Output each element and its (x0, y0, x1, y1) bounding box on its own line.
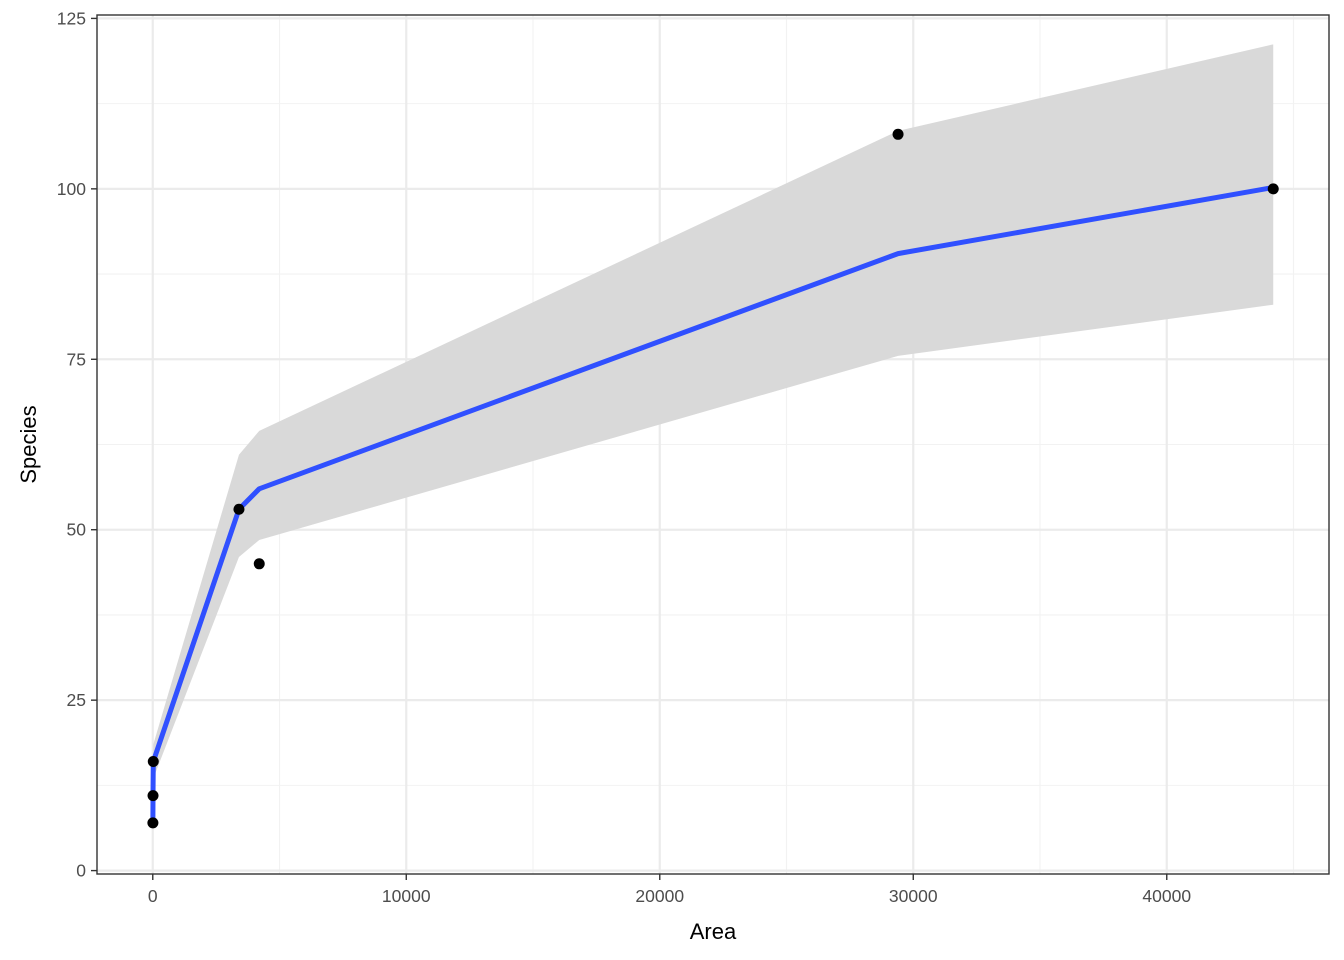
points-layer (147, 128, 1279, 829)
data-point (233, 503, 245, 515)
y-axis-title: Species (16, 405, 41, 483)
confidence-band-layer (152, 44, 1274, 834)
y-tick-label: 100 (57, 179, 86, 199)
x-axis: 0 10000 20000 30000 40000 (148, 874, 1191, 906)
y-tick-label: 0 (76, 861, 86, 881)
data-point (1267, 183, 1279, 195)
y-tick-label: 75 (67, 349, 86, 369)
data-point (892, 128, 904, 140)
x-tick-label: 0 (148, 886, 158, 906)
confidence-band (152, 44, 1274, 834)
x-tick-label: 10000 (382, 886, 431, 906)
y-axis: 0 25 50 75 100 125 (57, 8, 97, 881)
data-point (253, 558, 265, 570)
data-point (147, 817, 159, 829)
y-tick-label: 50 (67, 520, 87, 540)
panel-border (96, 14, 1330, 875)
data-point (147, 756, 159, 768)
y-tick-label: 25 (67, 690, 86, 710)
x-tick-label: 40000 (1142, 886, 1191, 906)
x-tick-label: 20000 (635, 886, 684, 906)
x-tick-label: 30000 (889, 886, 938, 906)
data-point (147, 790, 159, 802)
y-tick-label: 125 (57, 8, 86, 28)
x-axis-title: Area (690, 919, 737, 944)
